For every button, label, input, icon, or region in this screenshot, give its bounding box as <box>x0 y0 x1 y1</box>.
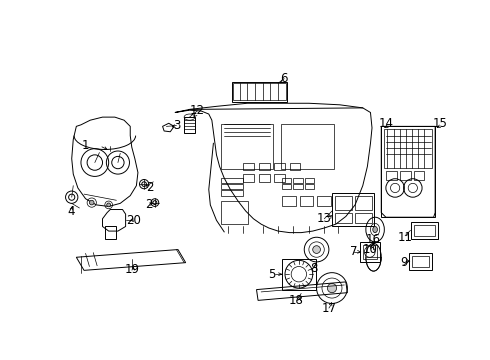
Text: 7: 7 <box>350 246 357 258</box>
Bar <box>412 256 429 266</box>
Text: 8: 8 <box>310 261 317 275</box>
Bar <box>221 190 243 195</box>
Bar <box>472 191 483 199</box>
Bar <box>233 83 286 100</box>
Bar <box>335 197 352 210</box>
Text: 15: 15 <box>432 117 447 130</box>
Text: 13: 13 <box>317 212 332 225</box>
Text: 16: 16 <box>366 233 381 246</box>
Text: 9: 9 <box>400 256 407 269</box>
Text: 3: 3 <box>173 119 180 132</box>
Bar <box>221 184 243 189</box>
Bar <box>332 193 374 226</box>
Bar <box>305 178 314 183</box>
Ellipse shape <box>107 203 111 207</box>
Bar <box>458 191 469 199</box>
Bar <box>294 184 303 189</box>
Bar <box>281 124 334 169</box>
Text: 11: 11 <box>397 231 413 244</box>
Text: 2: 2 <box>146 181 153 194</box>
Bar <box>486 211 490 217</box>
Text: 18: 18 <box>289 294 304 307</box>
Bar <box>282 178 291 183</box>
Text: 20: 20 <box>126 214 141 227</box>
Bar <box>355 197 372 210</box>
Bar <box>444 132 488 182</box>
Text: 14: 14 <box>378 117 393 130</box>
Bar <box>290 163 300 170</box>
Text: 10: 10 <box>363 243 378 256</box>
Text: 2: 2 <box>145 198 152 211</box>
Bar <box>274 163 285 170</box>
Bar <box>440 211 446 217</box>
Bar <box>440 126 490 217</box>
Bar <box>282 184 291 189</box>
Bar <box>221 178 243 183</box>
Bar <box>386 171 397 180</box>
Bar <box>305 184 314 189</box>
Bar <box>318 195 331 206</box>
Text: 4: 4 <box>67 204 74 217</box>
Bar <box>355 213 372 223</box>
Bar <box>259 163 270 170</box>
Bar <box>244 174 254 182</box>
Bar <box>414 171 424 180</box>
Bar <box>409 253 432 270</box>
Bar <box>221 124 273 169</box>
Text: 6: 6 <box>280 72 288 85</box>
Bar <box>444 191 455 199</box>
Bar <box>300 195 314 206</box>
Bar <box>411 222 438 239</box>
Bar <box>443 130 489 187</box>
Ellipse shape <box>313 246 320 253</box>
Text: 19: 19 <box>124 263 139 276</box>
Bar <box>294 178 303 183</box>
Bar <box>184 117 195 132</box>
Bar <box>282 195 296 206</box>
Bar <box>384 130 432 168</box>
Bar <box>363 245 377 259</box>
Bar <box>105 226 116 239</box>
Bar <box>335 213 352 223</box>
Bar <box>232 82 287 102</box>
Ellipse shape <box>89 200 94 205</box>
Bar <box>282 259 316 289</box>
Text: 5: 5 <box>268 268 275 281</box>
Text: 17: 17 <box>321 302 337 315</box>
Bar <box>414 225 435 236</box>
Ellipse shape <box>327 283 337 293</box>
Text: 12: 12 <box>190 104 205 117</box>
Bar <box>244 163 254 170</box>
Bar <box>360 242 380 262</box>
Bar <box>274 174 285 182</box>
Bar <box>221 201 248 224</box>
Ellipse shape <box>373 226 377 233</box>
Bar <box>259 174 270 182</box>
Bar <box>381 126 435 217</box>
Text: 1: 1 <box>82 139 89 152</box>
Bar <box>400 171 411 180</box>
